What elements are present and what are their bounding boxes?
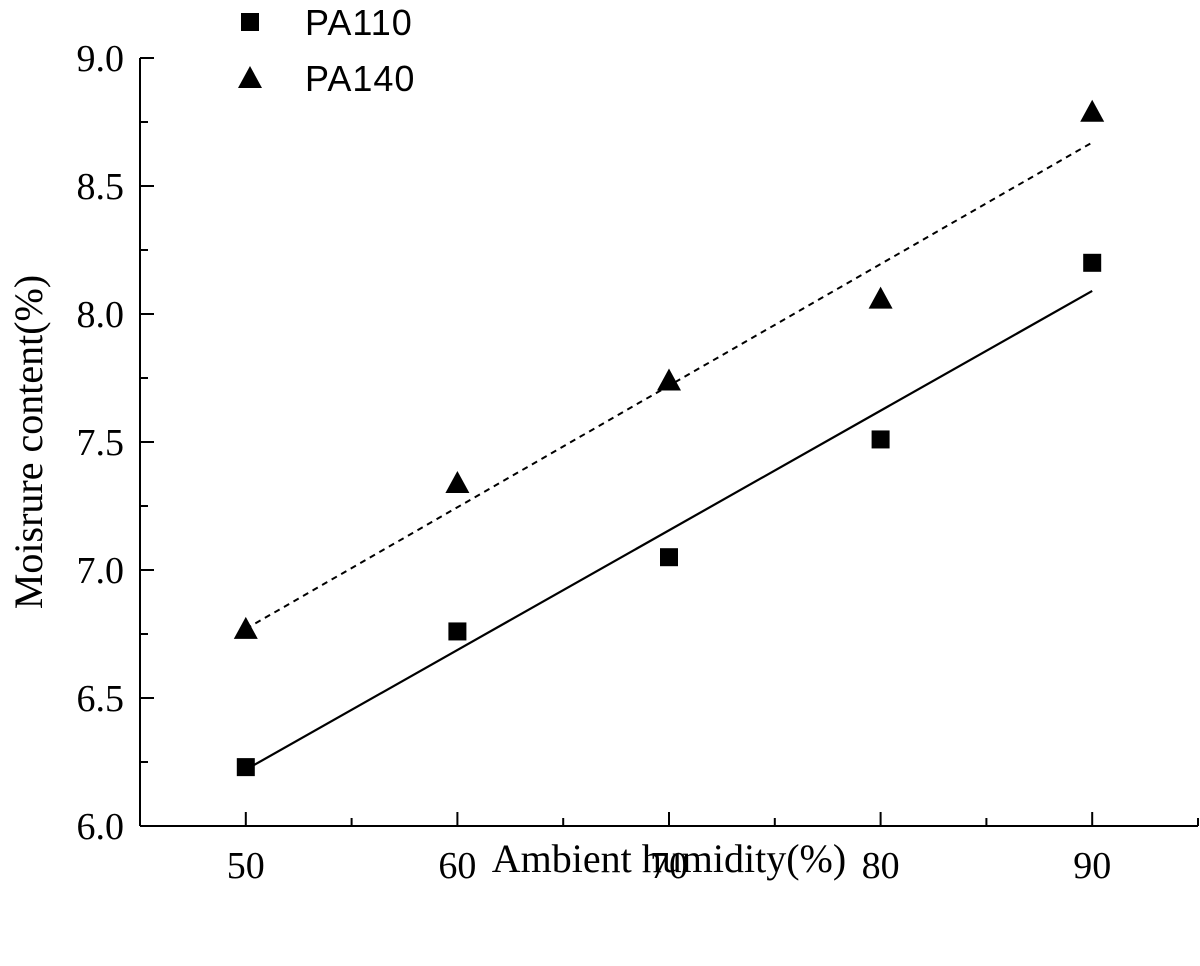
pa140-point	[445, 470, 470, 493]
legend-triangle-icon	[238, 66, 262, 88]
y-tick-label: 6.5	[77, 678, 125, 720]
x-tick-label: 80	[862, 845, 900, 887]
pa110-fit-line	[245, 290, 1093, 771]
y-tick-label: 8.0	[77, 294, 125, 336]
y-tick-label: 8.5	[77, 166, 125, 208]
y-ticks: 6.0 6.5 7.0 7.5 8.0 8.5 9.0	[77, 38, 154, 848]
data-markers	[233, 99, 1105, 777]
x-tick-label: 70	[650, 845, 688, 887]
legend-label-pa140: PA140	[305, 58, 415, 99]
x-tick-label: 60	[438, 845, 476, 887]
pa140-point	[868, 286, 893, 309]
pa140-point	[233, 616, 258, 639]
pa110-point	[448, 622, 467, 641]
x-tick-label: 50	[227, 845, 265, 887]
y-axis-title: Moisrure content(%)	[6, 275, 51, 609]
pa110-point	[1083, 253, 1102, 272]
pa110-point	[660, 548, 678, 567]
x-axis-title: Ambient humidity(%)	[492, 836, 846, 881]
y-tick-label: 9.0	[77, 38, 125, 80]
x-ticks: 50 60 70 80 90	[227, 812, 1199, 887]
pa110-point	[236, 758, 255, 777]
legend-label-pa110: PA110	[305, 2, 413, 43]
y-tick-label: 7.5	[77, 422, 125, 464]
y-tick-label: 6.0	[77, 806, 125, 848]
y-tick-label: 7.0	[77, 550, 125, 592]
legend-square-icon	[241, 13, 259, 31]
x-tick-label: 90	[1073, 845, 1111, 887]
pa140-point	[1080, 99, 1105, 122]
fit-lines	[245, 141, 1093, 771]
pa110-point	[871, 430, 890, 449]
pa140-point	[657, 368, 681, 391]
legend: PA110 PA140	[238, 2, 415, 99]
